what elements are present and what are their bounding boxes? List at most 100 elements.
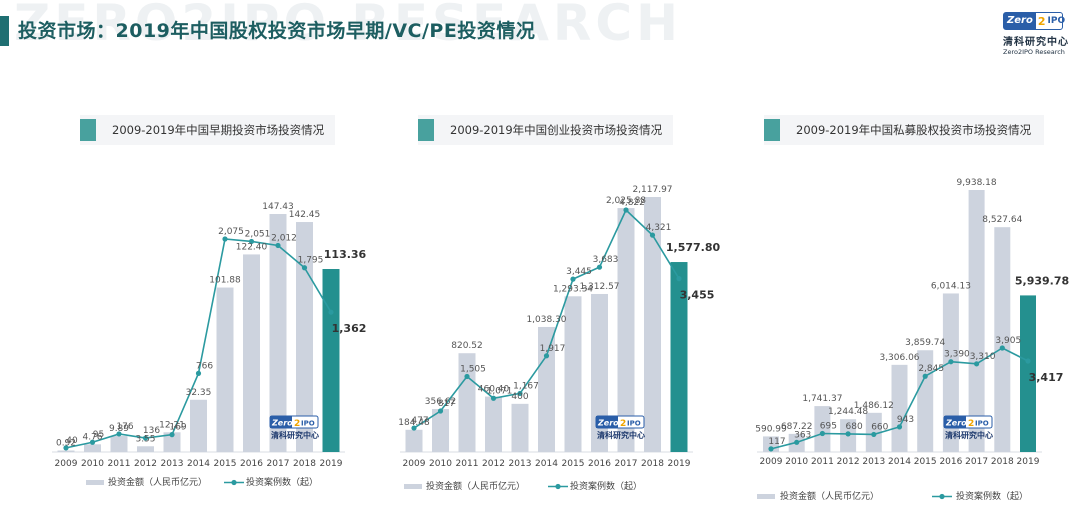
logo-mark: Zero 2 IPO [1003,12,1065,30]
chart-2-header: 2009-2019年中国创业投资市场投资情况 [418,115,673,145]
chart-1-watermark-zero: Zero [271,419,293,428]
chart-2-case-point-2013 [517,390,523,397]
logo-english-name: Zero2IPO Research [1003,48,1065,56]
chart-3-case-point-2011 [819,430,826,437]
chart-2-bar-label-2012: 460.40 [478,385,510,395]
chart-2-bar-2012 [485,396,502,452]
chart-3-case-point-2017 [974,361,980,367]
chart-1-bar-label-2011: 9.89 [109,424,129,434]
chart-3-case-label-2010: 363 [794,430,811,440]
chart-3-year-2014: 2014 [888,457,911,467]
chart-1-bar-2019 [322,269,340,452]
chart-3-year-2013: 2013 [862,457,885,467]
chart-1-year-2018: 2018 [293,459,316,469]
chart-2-case-point-2015 [570,276,576,282]
chart-3-bar-label-2011: 1,741.37 [802,394,842,404]
chart-3-legend-line-dot [939,493,945,500]
chart-3-bar-2018 [994,227,1011,452]
chart-2-case-point-2011 [464,373,470,380]
chart-1-watermark-fill [270,416,292,428]
chart-3-year-2017: 2017 [965,457,988,467]
chart-3-year-2009: 2009 [760,457,783,467]
chart-1-case-label-2009: 40 [66,436,78,446]
chart-3-case-label-2009: 117 [768,437,785,447]
chart-2-year-2010: 2010 [429,459,452,469]
chart-3-case-point-2014 [896,424,903,430]
chart-1-watermark-ipo: IPO [301,420,315,428]
chart-3-bar-2019 [1020,295,1036,452]
chart-1-bar-2014 [190,399,207,452]
chart-3-bar-label-2018: 8,527.64 [982,215,1022,225]
chart-1-case-point-2011 [116,431,122,437]
chart-2-case-point-2019 [676,276,682,282]
chart-1-bar-label-2019: 113.36 [324,248,367,261]
chart-2-bar-label-2010: 356.62 [425,397,457,407]
chart-3-year-2015: 2015 [914,457,937,467]
chart-1-year-2013: 2013 [161,459,184,469]
chart-3-case-point-2010 [794,439,800,445]
chart-1-bar-2013 [163,432,181,452]
chart-2-case-label-2014: 1,917 [540,344,566,354]
chart-1-case-label-2019: 1,362 [332,322,367,335]
chart-1-legend-line-label: 投资案例数（起） [246,476,318,488]
chart-1-bar-label-2016: 122.40 [236,242,268,252]
chart-1-bar-2010 [84,444,101,452]
chart-3-case-label-2017: 3,310 [970,352,996,362]
chart-3-watermark-ipo: IPO [975,420,989,428]
title-accent-bar [0,16,9,46]
chart-3-case-label-2012: 680 [846,422,863,432]
chart-2-year-2012: 2012 [482,459,505,469]
chart-3-year-2011: 2011 [811,457,834,467]
chart-3-year-2012: 2012 [837,457,860,467]
chart-2-case-label-2019: 3,455 [680,289,715,302]
logo-chinese-name: 清科研究中心 [1003,37,1069,48]
chart-2-case-label-2011: 1,505 [460,364,486,374]
chart-1-bar-label-2015: 101.88 [209,276,241,286]
chart-2-year-2016: 2016 [588,459,611,469]
chart-2-case-point-2009 [411,425,417,431]
chart-2-case-point-2012 [490,395,497,401]
chart-3-case-label-2013: 660 [871,422,888,432]
chart-3-case-point-2012 [845,431,851,437]
logo-mark-zero: Zero [1004,13,1036,29]
chart-2-bar-2010 [432,409,449,452]
chart-3-bar-label-2015: 3,859.74 [905,338,945,348]
chart-3-bar-label-2014: 3,306.06 [879,353,919,363]
chart-1-legend-line-dot [231,479,237,486]
chart-3-header: 2009-2019年中国私募股权投资市场投资情况 [764,115,1044,145]
chart-2-year-2018: 2018 [641,459,664,469]
chart-1-case-label-2012: 136 [143,426,160,436]
chart-1-year-2015: 2015 [214,459,237,469]
chart-3-bar-label-2016: 6,014.13 [931,281,971,291]
chart-2-bar-2016 [591,293,608,452]
chart-3-case-point-2018 [999,345,1005,351]
chart-2-title: 2009-2019年中国创业投资市场投资情况 [450,123,663,137]
chart-1-year-2009: 2009 [55,459,78,469]
chart-1-case-point-2013 [169,432,175,438]
chart-3-case-label-2014: 943 [897,415,914,425]
chart-3-bar-label-2017: 9,938.18 [957,178,997,188]
chart-3-year-2010: 2010 [785,457,808,467]
chart-1-year-2012: 2012 [134,459,157,469]
chart-2-watermark-two: 2 [620,419,626,429]
chart-3-case-label-2018: 3,905 [995,336,1021,346]
chart-3-bar-2011 [814,406,831,452]
chart-1-watermark-cn: 清科研究中心 [271,430,319,440]
chart-3-bar-label-2010: 687.22 [781,422,813,432]
logo-mark-two: 2 [1037,14,1046,28]
chart-3-watermark-zero: Zero [945,419,967,428]
chart-2-case-label-2018: 4,321 [646,223,672,233]
chart-1-title: 2009-2019年中国早期投资市场投资情况 [112,123,325,137]
chart-1-case-label-2010: 95 [93,430,104,440]
chart-1-bar-2016 [243,254,260,452]
chart-2-legend-bar-label: 投资金额（人民币亿元） [426,480,525,492]
chart-1-year-2014: 2014 [187,459,210,469]
chart-1-year-2011: 2011 [108,459,131,469]
chart-1-case-point-2014 [195,370,202,376]
chart-2-bar-label-2019: 1,577.80 [666,241,721,254]
chart-3-year-2018: 2018 [991,457,1014,467]
chart-1-case-point-2018 [301,265,308,271]
chart-1-year-2017: 2017 [267,459,290,469]
chart-2-bar-label-2017: 2,025.88 [606,196,646,206]
chart-1-header-marker [80,119,96,141]
